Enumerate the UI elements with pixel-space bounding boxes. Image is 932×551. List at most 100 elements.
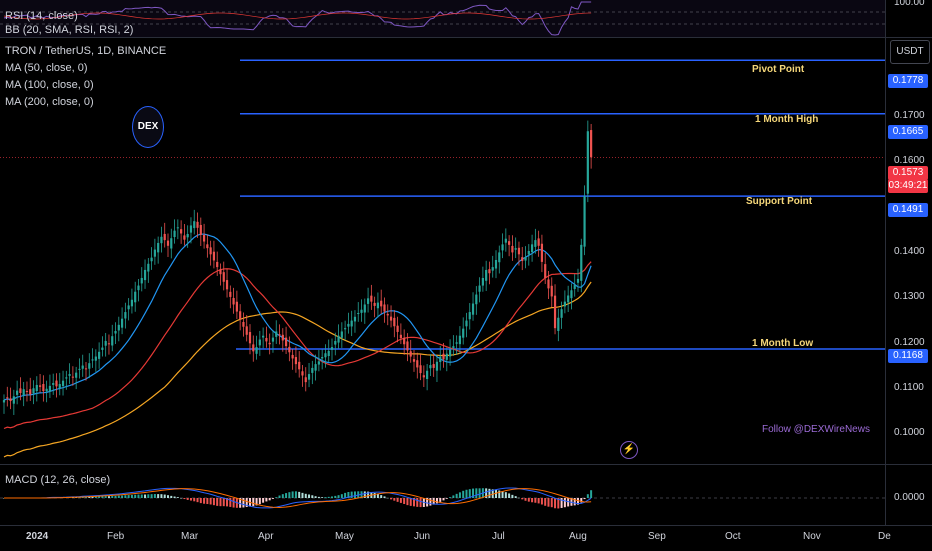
price-tick: 0.1100 [894, 382, 924, 393]
macd-histogram-bar [222, 498, 225, 507]
main-price-scale[interactable]: 0.1700 0.1600 0.1400 0.1300 0.1200 0.110… [885, 38, 932, 464]
rsi-pane: RSI (14, close) BB (20, SMA, RSI, RSI, 2… [0, 0, 885, 37]
macd-histogram-bar [196, 498, 199, 503]
rsi-title[interactable]: RSI (14, close) [5, 10, 78, 22]
support-point-price-tag[interactable]: 0.1491 [888, 203, 928, 217]
macd-histogram-bar [511, 494, 514, 498]
macd-histogram-bar [498, 490, 501, 498]
time-label: 2024 [26, 531, 49, 542]
macd-histogram-bar [413, 498, 415, 507]
candle-body [157, 242, 160, 253]
candle-body [370, 295, 373, 302]
macd-histogram-bar [426, 498, 429, 507]
countdown-tag: 03:49:21 [888, 179, 928, 193]
candle-body [452, 346, 455, 349]
candle-body [98, 351, 101, 359]
candle-body [19, 388, 22, 393]
macd-histogram-bar [527, 498, 530, 502]
candle-body [468, 312, 471, 320]
time-axis[interactable] [0, 525, 932, 551]
macd-histogram-bar [554, 498, 557, 509]
macd-histogram-bar [376, 493, 379, 498]
macd-histogram-bar [547, 498, 550, 507]
candle-body [107, 343, 111, 345]
ma200-title[interactable]: MA (200, close, 0) [5, 96, 94, 108]
candle-body [84, 368, 88, 370]
follow-watermark: Follow @DEXWireNews [762, 424, 870, 435]
macd-histogram-bar [160, 494, 163, 498]
candle-body [475, 294, 478, 305]
month-high-price-tag[interactable]: 0.1665 [888, 125, 928, 139]
candle-body [120, 318, 124, 328]
candle-body [173, 230, 176, 238]
rsi-price-scale[interactable]: 100.00 [885, 0, 932, 37]
candle-body [268, 342, 271, 345]
candle-body [291, 354, 294, 359]
bb-title[interactable]: BB (20, SMA, RSI, RSI, 2) [5, 24, 134, 36]
candle-body [16, 390, 19, 395]
candle-body [583, 196, 586, 247]
pane-separator-bottom[interactable] [0, 464, 932, 465]
pivot-point-price-tag[interactable]: 0.1778 [888, 74, 928, 88]
candle-body [12, 396, 15, 404]
candle-body [153, 249, 156, 257]
candle-body [504, 238, 507, 243]
macd-histogram-bar [442, 498, 445, 501]
pane-separator-top[interactable] [0, 37, 932, 38]
candle-body [202, 234, 206, 242]
macd-histogram-bar [409, 498, 412, 506]
macd-title[interactable]: MACD (12, 26, close) [5, 474, 111, 486]
candle-body [38, 385, 42, 387]
candle-body [445, 353, 448, 360]
ma100-title[interactable]: MA (100, close, 0) [5, 79, 94, 91]
candle-body [321, 357, 324, 359]
candle-body [406, 341, 409, 351]
symbol-title[interactable]: TRON / TetherUS, 1D, BINANCE [5, 45, 167, 57]
candle-body [75, 372, 78, 378]
month-high-label: 1 Month High [755, 114, 819, 125]
macd-histogram-bar [590, 490, 593, 498]
candle-body [521, 257, 524, 261]
candle-body [288, 346, 291, 353]
macd-histogram-bar [373, 492, 376, 498]
current-price-tag[interactable]: 0.1573 [888, 166, 928, 180]
macd-histogram-bar [121, 495, 124, 498]
candle-body [71, 376, 74, 378]
candle-body [570, 290, 573, 299]
candle-body [455, 342, 458, 344]
macd-histogram-bar [403, 498, 406, 505]
support-point-label: Support Point [746, 196, 813, 207]
macd-histogram-bar [157, 494, 160, 498]
macd-histogram-bar [383, 496, 386, 498]
macd-price-scale[interactable]: 0.0000 [885, 465, 932, 525]
price-tick: 0.1000 [894, 427, 925, 438]
macd-histogram-bar [301, 492, 304, 498]
macd-histogram-bar [439, 498, 442, 502]
time-label: Aug [569, 531, 587, 542]
candle-body [488, 269, 491, 274]
candle-body [311, 367, 314, 373]
candle-body [130, 299, 134, 307]
macd-histogram-bar [245, 498, 248, 508]
candle-body [330, 347, 334, 350]
lightning-icon[interactable]: ⚡ [620, 441, 638, 459]
macd-histogram-bar [193, 498, 196, 502]
macd-histogram-bar [317, 496, 320, 498]
macd-histogram-bar [396, 498, 399, 502]
month-low-price-tag[interactable]: 0.1168 [888, 349, 928, 363]
ma50-title[interactable]: MA (50, close, 0) [5, 62, 88, 74]
candle-body [29, 389, 32, 395]
time-label: Jul [492, 531, 505, 542]
currency-unit-button[interactable]: USDT [890, 40, 930, 64]
macd-histogram-bar [550, 498, 553, 508]
macd-pane[interactable]: MACD (12, 26, close) [0, 465, 885, 525]
candle-body [55, 380, 58, 387]
macd-histogram-bar [203, 498, 206, 504]
main-pane[interactable] [0, 38, 885, 464]
macd-histogram-bar [390, 498, 393, 500]
candle-body [193, 221, 196, 229]
candle-body [419, 365, 422, 374]
candle-body [163, 233, 166, 241]
candle-body [81, 365, 84, 369]
candle-body [284, 337, 288, 347]
